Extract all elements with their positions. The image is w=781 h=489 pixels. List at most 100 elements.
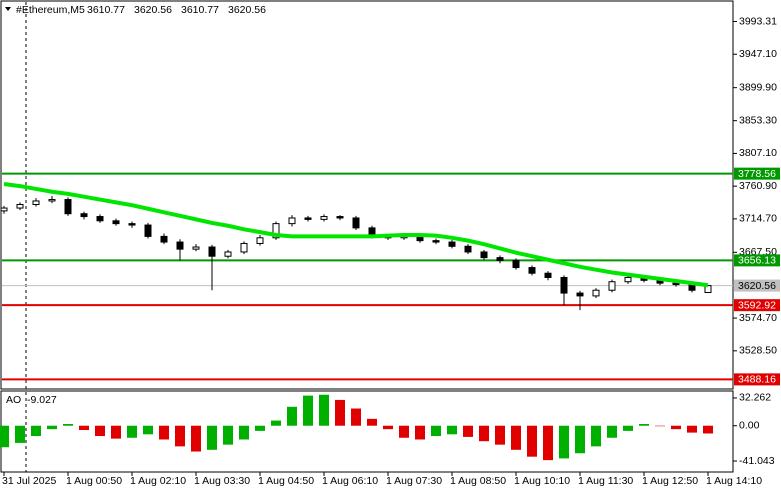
- candle-body: [480, 251, 488, 259]
- candle-body: [336, 216, 344, 219]
- ao-bar: [255, 425, 265, 431]
- ao-bar: [207, 425, 217, 450]
- candle-body: [192, 246, 200, 250]
- candle-body: [224, 251, 232, 257]
- ao-bar: [303, 395, 313, 426]
- ao-bar: [623, 425, 633, 431]
- ao-bar: [591, 425, 601, 447]
- current-price-box: [734, 279, 780, 292]
- candle-body: [64, 199, 72, 215]
- candle-body: [704, 285, 712, 294]
- ao-bar: [239, 425, 249, 440]
- x-tick-label: 1 Aug 07:30: [386, 475, 442, 487]
- ao-bar: [143, 425, 153, 435]
- candle-body: [272, 223, 280, 239]
- ao-bar: [399, 425, 409, 438]
- ao-bar: [63, 424, 73, 426]
- ao-bar: [655, 425, 665, 427]
- candle-body: [544, 272, 552, 278]
- ao-bar: [383, 425, 393, 430]
- candle-body: [496, 257, 504, 261]
- level-label: 3778.56: [738, 168, 776, 180]
- ao-bar: [111, 425, 121, 439]
- ao-bar: [0, 425, 9, 448]
- x-tick-label: 1 Aug 08:50: [450, 475, 506, 487]
- last-open: 3610.77: [87, 4, 125, 16]
- candle-body: [592, 289, 600, 297]
- y-tick-label: -41.043: [739, 455, 775, 467]
- y-tick-label: 32.262: [739, 392, 771, 404]
- x-tick-label: 1 Aug 02:10: [130, 475, 186, 487]
- candle-body: [160, 235, 168, 243]
- candle-body: [576, 292, 584, 297]
- candle-body: [304, 217, 312, 220]
- y-tick-label: 3993.31: [739, 15, 777, 27]
- x-tick-label: 1 Aug 12:50: [642, 475, 698, 487]
- ao-bar: [527, 425, 537, 457]
- candle-body: [80, 213, 88, 218]
- main-panel-border: [0, 0, 734, 390]
- level-label: 3656.13: [738, 255, 776, 267]
- candle-body: [96, 216, 104, 222]
- level-label: 3488.16: [738, 374, 776, 386]
- y-tick-label: 3853.30: [739, 114, 777, 126]
- ao-bar: [687, 425, 697, 433]
- ao-bar: [175, 425, 185, 447]
- candle-body: [560, 276, 568, 294]
- ao-bar: [431, 425, 441, 437]
- candle-body: [512, 259, 520, 269]
- y-tick-label: 3807.10: [739, 147, 777, 159]
- candle-body: [608, 281, 616, 291]
- ao-value: -9.027: [27, 394, 57, 406]
- ao-bar: [319, 394, 329, 426]
- candle-body: [528, 267, 536, 274]
- x-tick-label: 1 Aug 04:50: [258, 475, 314, 487]
- candle-body: [112, 220, 120, 225]
- candle-body: [672, 282, 680, 286]
- ao-bar: [495, 425, 505, 445]
- y-tick-label: 3667.50: [739, 246, 777, 258]
- y-tick-label: 3947.10: [739, 48, 777, 60]
- candle-body: [0, 207, 8, 212]
- last-close: 3620.56: [228, 4, 266, 16]
- candle-body: [32, 200, 40, 206]
- level-label-box: [734, 373, 780, 386]
- ao-bar: [159, 425, 169, 440]
- ao-bar: [415, 425, 425, 440]
- candle-body: [464, 245, 472, 253]
- candle-body: [240, 242, 248, 253]
- ao-bar: [95, 425, 105, 437]
- ao-bar: [127, 425, 137, 438]
- ao-bar: [223, 425, 233, 445]
- x-tick-label: 31 Jul 2025: [2, 475, 56, 487]
- candle-body: [320, 216, 328, 220]
- level-label-box: [734, 299, 780, 312]
- x-tick-label: 1 Aug 06:10: [322, 475, 378, 487]
- candle-body: [208, 246, 216, 257]
- ao-bar: [559, 425, 569, 459]
- x-tick-label: 1 Aug 03:30: [194, 475, 250, 487]
- ao-bar: [79, 425, 89, 431]
- ao-bar: [479, 425, 489, 442]
- candle-body: [624, 276, 632, 283]
- candle-body: [448, 241, 456, 247]
- ao-bar: [703, 425, 713, 434]
- menu-arrow[interactable]: [5, 7, 11, 11]
- candle-body: [176, 241, 184, 250]
- level-label-box: [734, 167, 780, 180]
- y-tick-label: 3528.50: [739, 345, 777, 357]
- ao-bar: [191, 425, 201, 452]
- ao-bar: [463, 425, 473, 437]
- ao-bar: [47, 425, 57, 430]
- candle-body: [128, 223, 136, 226]
- level-label-box: [734, 254, 780, 267]
- y-tick-label: 3714.70: [739, 213, 777, 225]
- ao-bar: [31, 425, 41, 437]
- ao-bar: [367, 418, 377, 426]
- ao-title: AO: [6, 394, 21, 406]
- y-tick-label: 3899.90: [739, 81, 777, 93]
- x-tick-label: 1 Aug 10:10: [514, 475, 570, 487]
- candle-body: [432, 240, 440, 243]
